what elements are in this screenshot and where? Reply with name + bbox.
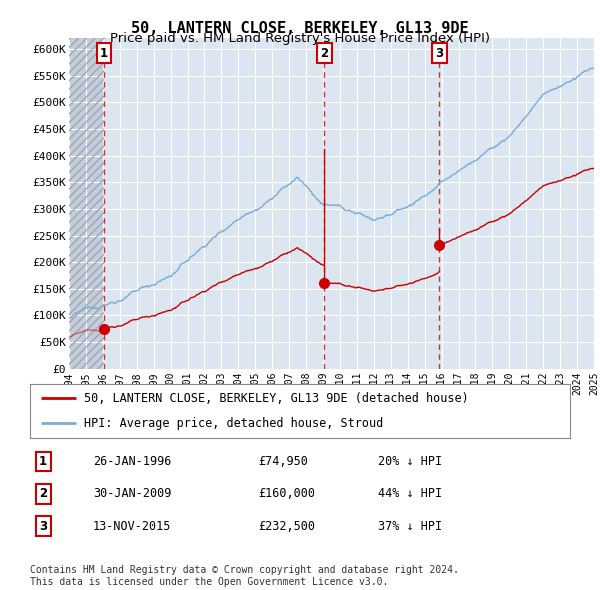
Text: £160,000: £160,000 [258,487,315,500]
Text: 2: 2 [320,47,328,60]
Text: 50, LANTERN CLOSE, BERKELEY, GL13 9DE (detached house): 50, LANTERN CLOSE, BERKELEY, GL13 9DE (d… [84,392,469,405]
Text: 13-NOV-2015: 13-NOV-2015 [93,520,172,533]
Text: 3: 3 [436,47,443,60]
Text: HPI: Average price, detached house, Stroud: HPI: Average price, detached house, Stro… [84,417,383,430]
Text: 1: 1 [100,47,108,60]
Text: £232,500: £232,500 [258,520,315,533]
Bar [69,38,104,369]
Text: 2: 2 [39,487,47,500]
Text: 20% ↓ HPI: 20% ↓ HPI [378,455,442,468]
Text: 50, LANTERN CLOSE, BERKELEY, GL13 9DE: 50, LANTERN CLOSE, BERKELEY, GL13 9DE [131,21,469,35]
Text: £74,950: £74,950 [258,455,308,468]
Text: Contains HM Land Registry data © Crown copyright and database right 2024.
This d: Contains HM Land Registry data © Crown c… [30,565,459,587]
Text: 30-JAN-2009: 30-JAN-2009 [93,487,172,500]
Text: Price paid vs. HM Land Registry's House Price Index (HPI): Price paid vs. HM Land Registry's House … [110,32,490,45]
Text: 26-JAN-1996: 26-JAN-1996 [93,455,172,468]
Text: 37% ↓ HPI: 37% ↓ HPI [378,520,442,533]
Bar [69,38,104,369]
Text: 44% ↓ HPI: 44% ↓ HPI [378,487,442,500]
Text: 3: 3 [39,520,47,533]
Text: 1: 1 [39,455,47,468]
